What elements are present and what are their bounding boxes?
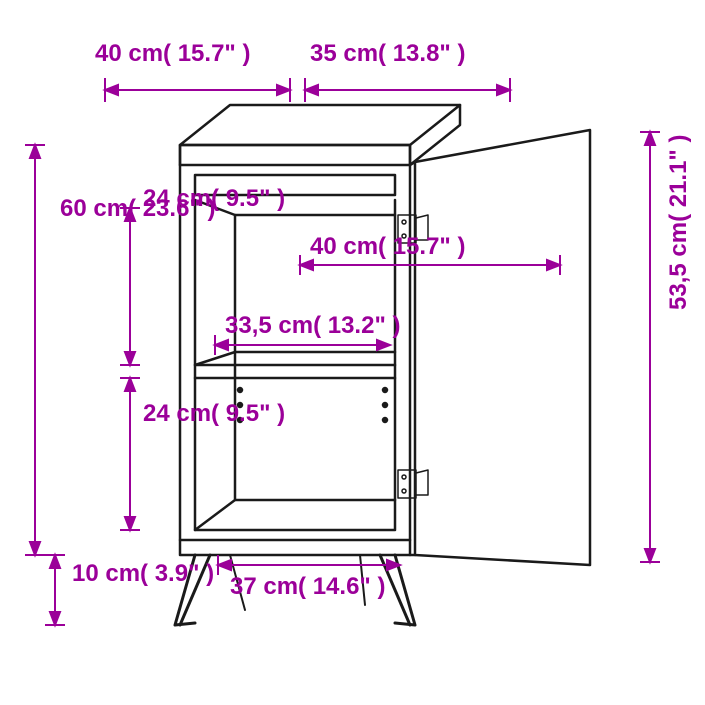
dim-top-right: 35 cm( 13.8" ) xyxy=(310,40,465,68)
dim-left-total: 60 cm( 23.6" ) xyxy=(60,195,120,224)
dim-left-lower: 24 cm( 9.5" ) xyxy=(143,400,193,429)
diagram-container: 40 cm( 15.7" ) 35 cm( 13.8" ) 60 cm( 23.… xyxy=(0,0,705,705)
dim-left-upper: 24 cm( 9.5" ) xyxy=(143,185,193,214)
dim-left-legs: 10 cm( 3.9" ) xyxy=(72,560,127,589)
dim-right-door: 53,5 cm( 21.1" ) xyxy=(665,135,693,310)
dim-shelf: 33,5 cm( 13.2" ) xyxy=(225,312,400,340)
dim-inner-upper: 40 cm( 15.7" ) xyxy=(310,233,465,261)
dim-top-left: 40 cm( 15.7" ) xyxy=(95,40,250,68)
dim-bottom: 37 cm( 14.6" ) xyxy=(230,573,385,601)
